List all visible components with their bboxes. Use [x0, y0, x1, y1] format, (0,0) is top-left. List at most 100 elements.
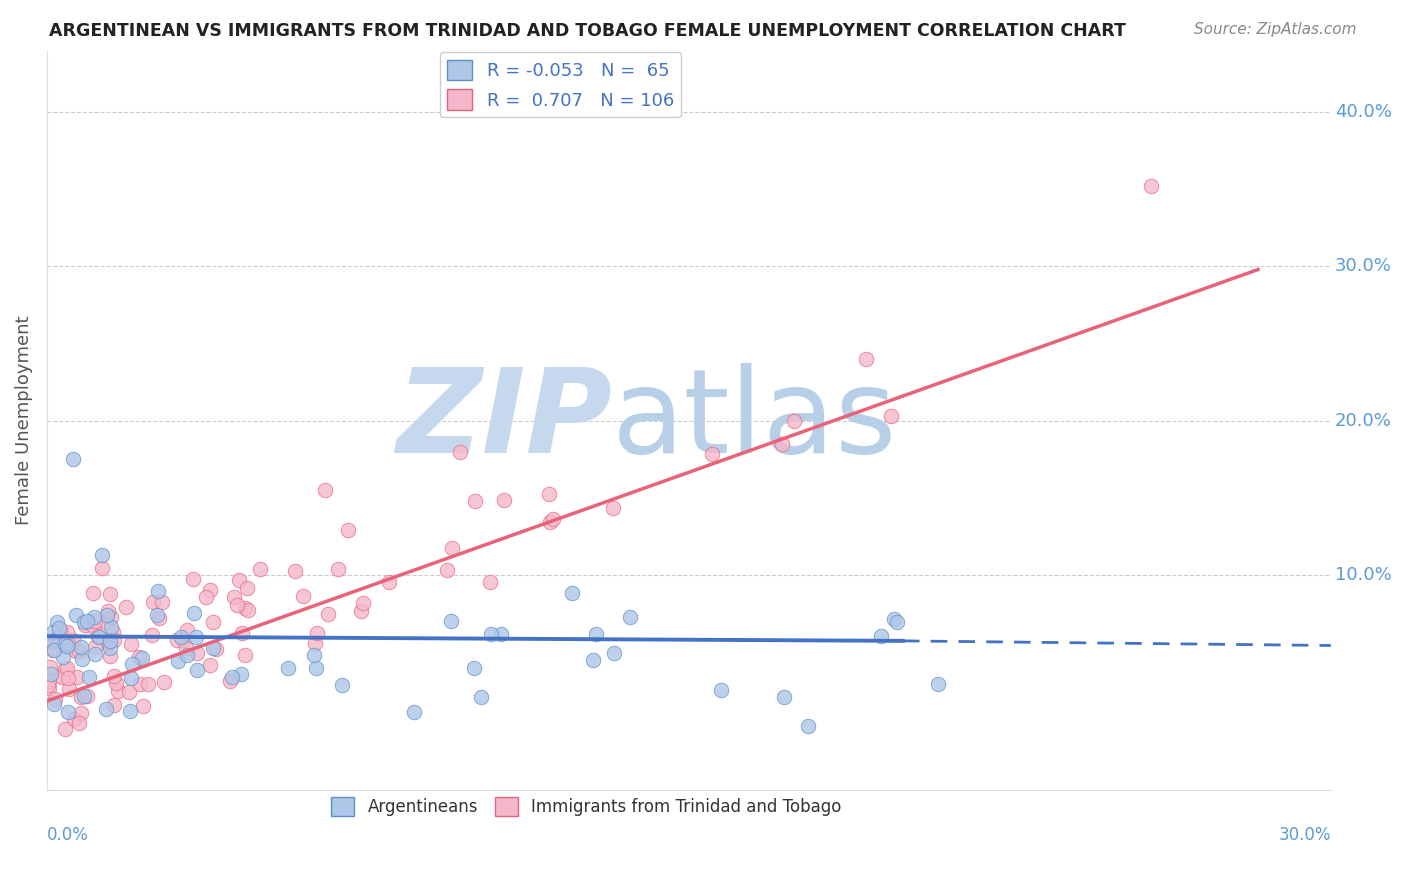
Point [42, 625, 65, 640]
Point [561, 586, 583, 600]
Point [90, 561, 112, 575]
Point [479, 627, 502, 641]
Point [53, 662, 76, 676]
Point [48, 621, 70, 635]
Point [783, 414, 806, 428]
Point [350, 604, 373, 618]
Point [205, 642, 228, 657]
Point [83, 609, 105, 624]
Point [69, 706, 91, 720]
Text: 30.0%: 30.0% [1278, 826, 1331, 844]
Point [602, 646, 624, 660]
Text: ARGENTINEAN VS IMMIGRANTS FROM TRINIDAD AND TOBAGO FEMALE UNEMPLOYMENT CORRELATI: ARGENTINEAN VS IMMIGRANTS FROM TRINIDAD … [49, 22, 1126, 40]
Text: 10.0%: 10.0% [1334, 566, 1392, 583]
Point [229, 666, 252, 681]
Text: 40.0%: 40.0% [1334, 103, 1392, 121]
Text: 20.0%: 20.0% [1334, 411, 1392, 430]
Point [65, 644, 87, 658]
Point [436, 563, 458, 577]
Point [463, 661, 485, 675]
Point [166, 654, 188, 668]
Point [479, 574, 502, 589]
Point [37, 677, 59, 691]
Point [100, 587, 122, 601]
Point [56, 661, 79, 675]
Point [710, 682, 733, 697]
Point [489, 626, 512, 640]
Point [62, 632, 84, 647]
Point [146, 583, 169, 598]
Point [770, 436, 793, 450]
Point [56, 672, 79, 686]
Point [440, 541, 463, 556]
Point [38, 659, 60, 673]
Point [277, 661, 299, 675]
Point [198, 583, 221, 598]
Point [115, 599, 138, 614]
Point [153, 675, 176, 690]
Point [1140, 179, 1163, 194]
Point [42, 642, 65, 657]
Point [120, 704, 142, 718]
Point [75, 618, 97, 632]
Point [97, 635, 120, 649]
Point [233, 648, 256, 663]
Point [66, 670, 89, 684]
Point [221, 670, 243, 684]
Point [100, 620, 122, 634]
Point [336, 523, 359, 537]
Point [316, 607, 339, 621]
Point [83, 640, 105, 654]
Point [121, 657, 143, 671]
Point [84, 648, 107, 662]
Text: atlas: atlas [612, 363, 897, 478]
Point [377, 574, 399, 589]
Point [174, 640, 197, 655]
Point [76, 614, 98, 628]
Point [226, 598, 249, 612]
Point [42, 642, 65, 657]
Point [56, 625, 79, 640]
Point [886, 615, 908, 630]
Y-axis label: Female Unemployment: Female Unemployment [15, 316, 32, 525]
Point [69, 690, 91, 705]
Point [55, 640, 77, 654]
Point [883, 612, 905, 626]
Point [228, 574, 250, 588]
Point [772, 690, 794, 704]
Point [537, 487, 560, 501]
Point [96, 607, 118, 622]
Point [470, 690, 492, 704]
Point [48, 636, 70, 650]
Point [304, 636, 326, 650]
Point [332, 678, 354, 692]
Point [87, 629, 110, 643]
Point [602, 501, 624, 516]
Point [73, 689, 96, 703]
Point [90, 548, 112, 562]
Point [141, 628, 163, 642]
Point [70, 640, 93, 654]
Point [291, 590, 314, 604]
Point [104, 675, 127, 690]
Point [585, 626, 607, 640]
Point [73, 615, 96, 630]
Point [148, 611, 170, 625]
Point [449, 444, 471, 458]
Point [62, 452, 84, 467]
Point [138, 677, 160, 691]
Point [53, 637, 76, 651]
Point [150, 594, 173, 608]
Point [494, 493, 516, 508]
Point [77, 670, 100, 684]
Point [233, 601, 256, 615]
Point [51, 670, 73, 684]
Point [67, 715, 90, 730]
Point [48, 623, 70, 637]
Point [96, 615, 118, 630]
Point [38, 681, 60, 696]
Point [56, 636, 79, 650]
Point [176, 624, 198, 638]
Point [103, 625, 125, 640]
Text: ZIP: ZIP [396, 363, 612, 478]
